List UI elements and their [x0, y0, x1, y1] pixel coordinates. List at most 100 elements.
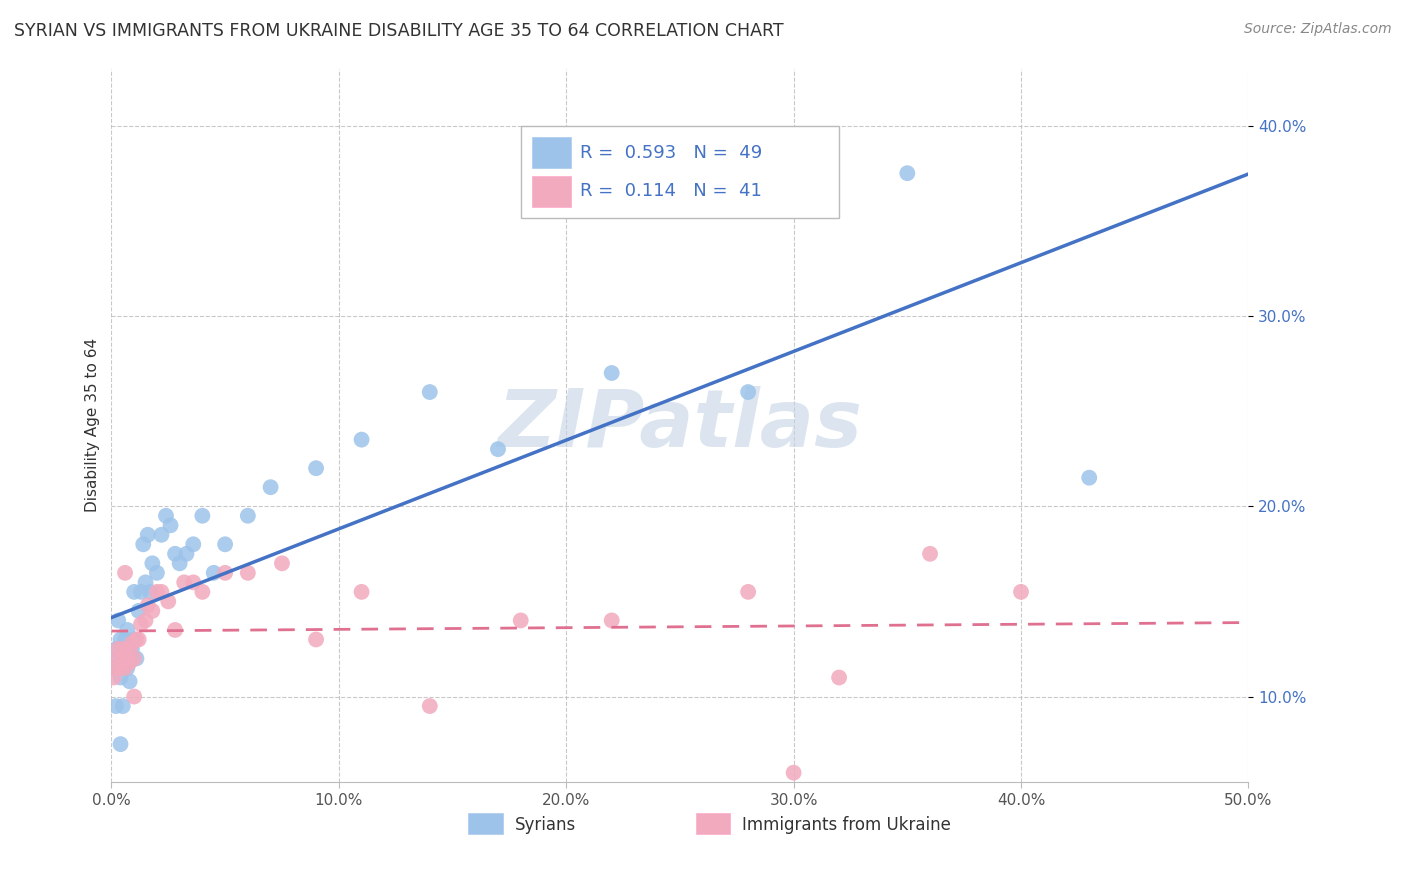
Point: [117, 623, 139, 637]
Point: [600, 614, 623, 628]
Text: Immigrants from Ukraine: Immigrants from Ukraine: [742, 816, 952, 834]
Point: [150, 585, 173, 599]
Point: [122, 632, 145, 647]
Point: [104, 642, 127, 657]
Point: [1078, 471, 1101, 485]
FancyBboxPatch shape: [520, 126, 839, 219]
Point: [128, 632, 150, 647]
Point: [118, 655, 141, 669]
Point: [141, 604, 163, 618]
Point: [129, 585, 152, 599]
Point: [165, 547, 187, 561]
Point: [150, 528, 173, 542]
Point: [141, 557, 163, 571]
Point: [111, 651, 134, 665]
Point: [122, 585, 145, 599]
Point: [111, 642, 134, 657]
Point: [136, 528, 159, 542]
Point: [117, 651, 139, 665]
FancyBboxPatch shape: [531, 176, 571, 207]
Point: [305, 632, 328, 647]
Point: [419, 699, 441, 714]
Point: [191, 508, 214, 523]
Point: [114, 651, 136, 665]
Point: [509, 614, 531, 628]
Point: [111, 661, 134, 675]
Point: [486, 442, 509, 457]
Point: [155, 508, 177, 523]
Point: [128, 604, 150, 618]
Point: [111, 642, 134, 657]
Point: [110, 737, 132, 751]
Point: [114, 661, 136, 675]
Point: [181, 537, 204, 551]
Point: [159, 518, 181, 533]
Point: [117, 661, 139, 675]
Point: [737, 585, 759, 599]
Point: [110, 632, 132, 647]
Point: [782, 765, 804, 780]
FancyBboxPatch shape: [531, 137, 571, 169]
Point: [305, 461, 328, 475]
Point: [828, 671, 851, 685]
Point: [173, 575, 195, 590]
Point: [169, 557, 191, 571]
Point: [107, 614, 129, 628]
FancyBboxPatch shape: [468, 813, 502, 834]
Text: SYRIAN VS IMMIGRANTS FROM UKRAINE DISABILITY AGE 35 TO 64 CORRELATION CHART: SYRIAN VS IMMIGRANTS FROM UKRAINE DISABI…: [14, 22, 783, 40]
Point: [157, 594, 180, 608]
Point: [600, 366, 623, 380]
Point: [139, 585, 162, 599]
Point: [110, 661, 132, 675]
Point: [214, 566, 236, 580]
Point: [121, 642, 143, 657]
Point: [181, 575, 204, 590]
Point: [146, 585, 169, 599]
Point: [107, 651, 129, 665]
Point: [111, 699, 134, 714]
Point: [136, 598, 159, 612]
Point: [107, 651, 129, 665]
Text: ZIPatlas: ZIPatlas: [498, 386, 862, 465]
Point: [896, 166, 918, 180]
Point: [104, 699, 127, 714]
Point: [104, 661, 127, 675]
Point: [236, 566, 259, 580]
Point: [121, 636, 143, 650]
Point: [103, 661, 125, 675]
Y-axis label: Disability Age 35 to 64: Disability Age 35 to 64: [86, 338, 100, 512]
Point: [135, 614, 157, 628]
Point: [419, 385, 441, 400]
Point: [202, 566, 225, 580]
Point: [271, 557, 294, 571]
FancyBboxPatch shape: [696, 813, 730, 834]
Point: [122, 690, 145, 704]
Point: [118, 642, 141, 657]
Point: [132, 537, 155, 551]
Point: [129, 617, 152, 632]
Text: Source: ZipAtlas.com: Source: ZipAtlas.com: [1244, 22, 1392, 37]
Point: [107, 642, 129, 657]
Point: [918, 547, 941, 561]
Text: R =  0.114   N =  41: R = 0.114 N = 41: [579, 182, 762, 201]
Point: [122, 651, 145, 665]
Point: [114, 632, 136, 647]
Point: [118, 651, 141, 665]
Point: [125, 651, 148, 665]
Point: [236, 508, 259, 523]
Point: [1010, 585, 1032, 599]
Point: [135, 575, 157, 590]
Point: [114, 566, 136, 580]
Point: [165, 623, 187, 637]
Point: [191, 585, 214, 599]
Point: [110, 671, 132, 685]
Point: [103, 671, 125, 685]
Point: [214, 537, 236, 551]
Point: [125, 632, 148, 647]
Point: [350, 433, 373, 447]
Text: R =  0.593   N =  49: R = 0.593 N = 49: [579, 144, 762, 161]
Point: [146, 566, 169, 580]
Text: Syrians: Syrians: [515, 816, 576, 834]
Point: [118, 674, 141, 689]
Point: [737, 385, 759, 400]
